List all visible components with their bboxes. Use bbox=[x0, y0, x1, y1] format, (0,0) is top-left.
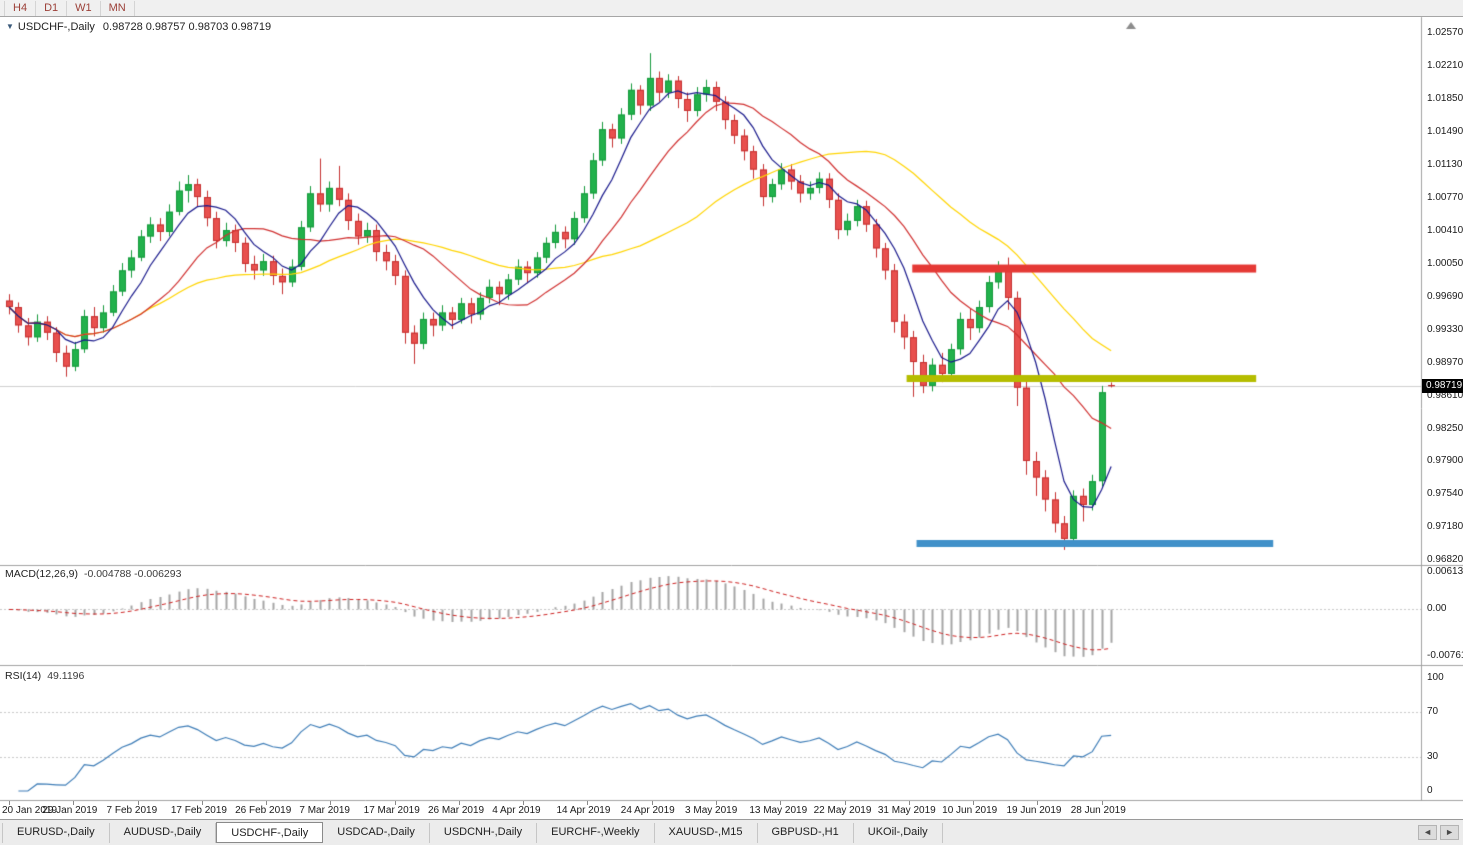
date-axis: 20 Jan 2019 29 Jan 2019 7 Feb 2019 17 Feb 2… bbox=[0, 801, 1421, 818]
rsi-tick: 70 bbox=[1427, 705, 1439, 717]
price-tick: 0.98610 bbox=[1427, 389, 1463, 401]
tab-ukoil-daily[interactable]: UKOil-,Daily bbox=[854, 822, 943, 843]
price-tick: 1.00770 bbox=[1427, 191, 1463, 203]
date-tick-label: 14 Apr 2019 bbox=[556, 805, 611, 816]
price-tick: 0.99330 bbox=[1427, 323, 1463, 335]
chart-tabs: EURUSD-,Daily AUDUSD-,Daily USDCHF-,Daily U… bbox=[2, 821, 943, 843]
tab-usdcnh-daily[interactable]: USDCNH-,Daily bbox=[430, 822, 538, 843]
price-tick: 0.96820 bbox=[1427, 554, 1463, 565]
price-tick: 0.98250 bbox=[1427, 422, 1463, 434]
date-tick-mark bbox=[73, 801, 74, 805]
scroll-right-button[interactable]: ► bbox=[1440, 825, 1459, 840]
date-tick-label: 4 Apr 2019 bbox=[492, 805, 541, 816]
rsi-value: 49.1196 bbox=[47, 670, 85, 682]
price-tick: 1.00410 bbox=[1427, 224, 1463, 236]
macd-tick: 0.00613 bbox=[1427, 566, 1463, 577]
price-tick: 0.97900 bbox=[1427, 455, 1463, 467]
date-tick-mark bbox=[845, 801, 846, 805]
date-tick-mark bbox=[523, 801, 524, 805]
date-tick-mark bbox=[909, 801, 910, 805]
collapse-triangle-icon[interactable]: ▼ bbox=[6, 22, 14, 31]
tab-xauusd-m15[interactable]: XAUUSD-,M15 bbox=[655, 822, 758, 843]
tab-usdchf-daily[interactable]: USDCHF-,Daily bbox=[216, 821, 324, 843]
tab-scrollbar: ◄ ► bbox=[1418, 825, 1459, 840]
date-tick-label: 31 May 2019 bbox=[877, 805, 936, 816]
price-tick: 0.98970 bbox=[1427, 356, 1463, 368]
macd-values: -0.004788 -0.006293 bbox=[83, 568, 182, 580]
date-tick-label: 20 Jan 2019 bbox=[2, 805, 58, 816]
current-price-badge: 0.98719 bbox=[1422, 378, 1463, 393]
tab-audusd-daily[interactable]: AUDUSD-,Daily bbox=[110, 822, 217, 843]
chart-tab-bar: EURUSD-,Daily AUDUSD-,Daily USDCHF-,Daily U… bbox=[0, 819, 1463, 845]
rsi-tick: 30 bbox=[1427, 751, 1439, 763]
date-tick-mark bbox=[459, 801, 460, 805]
rsi-tick: 100 bbox=[1427, 672, 1444, 683]
price-tick: 0.97180 bbox=[1427, 521, 1463, 532]
date-tick-label: 3 May 2019 bbox=[685, 805, 738, 816]
rsi-indicator-label: RSI(14) 49.1196 bbox=[5, 670, 84, 682]
price-tick: 1.01850 bbox=[1427, 92, 1463, 104]
tab-eurusd-daily[interactable]: EURUSD-,Daily bbox=[2, 822, 110, 843]
date-tick-mark bbox=[266, 801, 267, 805]
price-tick: 1.00050 bbox=[1427, 257, 1463, 269]
date-tick-mark bbox=[138, 801, 139, 805]
date-tick-mark bbox=[716, 801, 717, 805]
tab-eurchf-weekly[interactable]: EURCHF-,Weekly bbox=[537, 822, 655, 843]
price-tick: 1.01130 bbox=[1427, 158, 1463, 170]
date-tick-label: 26 Feb 2019 bbox=[235, 805, 292, 816]
date-tick-label: 19 Jun 2019 bbox=[1006, 805, 1062, 816]
date-tick-label: 7 Feb 2019 bbox=[106, 805, 158, 816]
tab-gbpusd-h1[interactable]: GBPUSD-,H1 bbox=[758, 822, 854, 843]
chart-symbol-label: USDCHF-,Daily bbox=[17, 21, 95, 33]
date-tick-label: 26 Mar 2019 bbox=[427, 805, 485, 816]
date-tick-mark bbox=[1102, 801, 1103, 805]
price-tick: 0.97540 bbox=[1427, 488, 1463, 499]
price-tick: 1.02570 bbox=[1427, 27, 1463, 38]
chart-ohlc-values: 0.98728 0.98757 0.98703 0.98719 bbox=[102, 21, 272, 33]
date-tick-mark bbox=[330, 801, 331, 805]
price-tick: 0.99690 bbox=[1427, 290, 1463, 302]
macd-indicator-label: MACD(12,26,9) -0.004788 -0.006293 bbox=[5, 568, 181, 580]
date-tick-mark bbox=[9, 801, 10, 805]
date-tick-label: 24 Apr 2019 bbox=[620, 805, 675, 816]
date-tick-label: 10 Jun 2019 bbox=[942, 805, 998, 816]
date-tick-label: 29 Jan 2019 bbox=[42, 805, 98, 816]
date-tick-label: 17 Feb 2019 bbox=[170, 805, 227, 816]
chart-title: ▼ USDCHF-,Daily 0.98728 0.98757 0.98703 0.… bbox=[6, 21, 271, 33]
rsi-tick: 0 bbox=[1427, 785, 1433, 796]
price-tick: 1.02210 bbox=[1427, 59, 1463, 71]
date-tick-mark bbox=[1037, 801, 1038, 805]
price-axis: 1.02570 1.02210 1.01850 1.01490 1.01130 1.007… bbox=[1422, 0, 1463, 818]
date-tick-label: 17 Mar 2019 bbox=[363, 805, 420, 816]
tab-usdcad-daily[interactable]: USDCAD-,Daily bbox=[323, 822, 430, 843]
date-tick-mark bbox=[395, 801, 396, 805]
date-tick-label: 28 Jun 2019 bbox=[1070, 805, 1126, 816]
date-tick-label: 13 May 2019 bbox=[749, 805, 808, 816]
macd-tick: 0.00 bbox=[1427, 603, 1447, 615]
scroll-left-button[interactable]: ◄ bbox=[1418, 825, 1438, 840]
date-tick-mark bbox=[780, 801, 781, 805]
price-tick: 1.01490 bbox=[1427, 125, 1463, 137]
date-tick-mark bbox=[973, 801, 974, 805]
date-tick-label: 22 May 2019 bbox=[813, 805, 872, 816]
date-tick-mark bbox=[587, 801, 588, 805]
macd-name: MACD(12,26,9) bbox=[5, 568, 78, 580]
macd-tick: -0.007612 bbox=[1427, 650, 1463, 661]
date-tick-mark bbox=[202, 801, 203, 805]
date-tick-mark bbox=[652, 801, 653, 805]
date-tick-label: 7 Mar 2019 bbox=[299, 805, 350, 816]
rsi-name: RSI(14) bbox=[5, 670, 42, 682]
